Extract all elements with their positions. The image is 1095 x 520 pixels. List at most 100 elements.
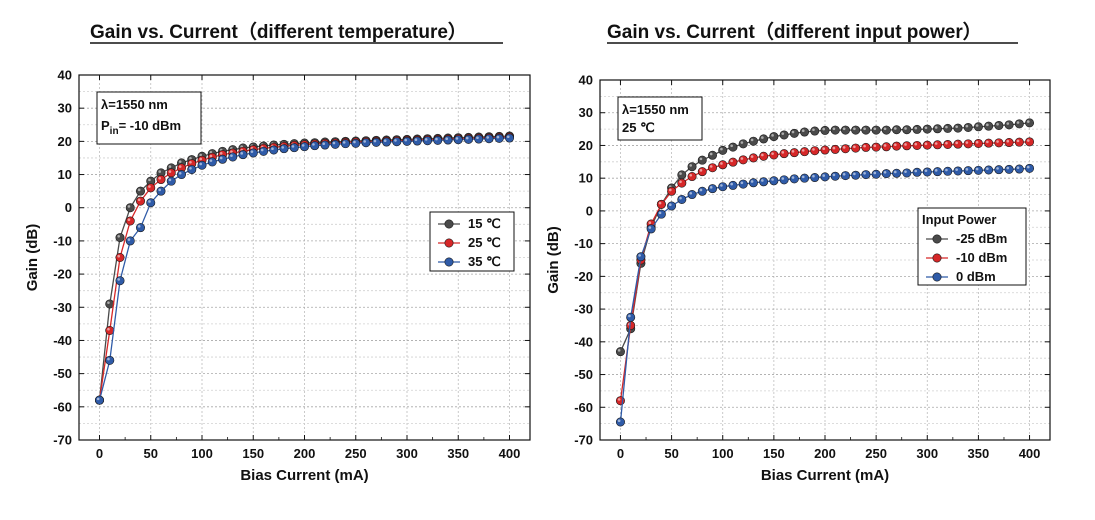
data-point-highlight (893, 170, 897, 174)
data-point-highlight (761, 136, 764, 139)
data-point (861, 142, 871, 152)
data-point-highlight (720, 184, 723, 187)
data-point (1014, 164, 1024, 174)
data-point-highlight (240, 152, 243, 155)
data-point (656, 209, 666, 219)
data-point (840, 125, 850, 135)
data-point (881, 142, 891, 152)
data-point (871, 169, 881, 179)
x-tick-label: 0 (96, 446, 103, 461)
data-point (105, 355, 115, 365)
data-point (718, 160, 728, 170)
data-point-highlight (158, 170, 161, 173)
data-point (953, 139, 963, 149)
legend-frame (429, 211, 515, 272)
data-point-highlight (1016, 139, 1020, 143)
data-point (615, 417, 625, 427)
data-point-highlight (342, 141, 346, 144)
data-point (269, 145, 279, 155)
data-point (820, 125, 830, 135)
data-point-highlight (476, 136, 479, 140)
data-point-highlight (996, 122, 999, 126)
data-point-highlight (832, 173, 836, 177)
data-point (779, 130, 789, 140)
data-point-highlight (924, 126, 928, 130)
data-point (769, 132, 779, 142)
data-point-highlight (893, 143, 897, 147)
data-point-highlight (322, 142, 326, 146)
y-tick-label: -50 (574, 367, 593, 382)
data-point (484, 134, 494, 144)
data-point (687, 162, 697, 172)
data-point-highlight (853, 145, 856, 149)
data-point-highlight (781, 151, 785, 154)
annotation-frame (617, 96, 703, 141)
data-point-highlight (209, 154, 213, 158)
data-point-highlight (230, 154, 233, 157)
data-point (1025, 118, 1035, 128)
data-point (258, 146, 268, 156)
data-point-highlight (801, 175, 805, 179)
data-point (146, 183, 156, 193)
data-point-highlight (955, 168, 958, 171)
data-point (677, 194, 687, 204)
data-point (636, 252, 646, 262)
annotation-box: λ=1550 nm 25 ℃ (617, 96, 703, 141)
data-point-highlight (148, 178, 151, 182)
data-point-highlight (730, 159, 733, 163)
data-point-highlight (842, 146, 846, 149)
data-point-highlight (996, 140, 999, 143)
annotation-frame (96, 91, 202, 145)
data-point-highlight (904, 170, 907, 173)
y-tick-label: 10 (58, 167, 72, 182)
data-point-highlight (904, 143, 907, 146)
data-point-highlight (883, 127, 887, 131)
data-point-highlight (506, 135, 510, 139)
legend-frame (917, 207, 1027, 286)
data-point-highlight (750, 155, 754, 158)
data-point-highlight (771, 178, 774, 181)
data-point (136, 186, 146, 196)
data-point-highlight (435, 137, 438, 141)
data-point-highlight (648, 221, 652, 224)
data-point-highlight (127, 218, 131, 221)
data-point-highlight (720, 147, 723, 151)
data-point-highlight (628, 314, 631, 318)
data-point (871, 142, 881, 152)
data-point (361, 138, 371, 148)
data-point (738, 179, 748, 189)
data-point (800, 147, 810, 157)
data-point-highlight (1016, 166, 1020, 170)
y-tick-label: 0 (65, 200, 72, 215)
data-point (963, 139, 973, 149)
data-point-highlight (914, 169, 918, 173)
data-point-highlight (1016, 121, 1020, 124)
y-axis-label: Gain (dB) (545, 226, 562, 294)
data-point-highlight (178, 160, 182, 163)
data-point (943, 123, 953, 133)
data-point-highlight (904, 127, 907, 130)
data-point-highlight (496, 135, 500, 139)
x-tick-label: 150 (763, 446, 785, 461)
data-point (728, 180, 738, 190)
data-point-highlight (822, 127, 825, 131)
series-3 (615, 163, 1035, 427)
data-point (351, 138, 361, 148)
data-point-highlight (199, 153, 202, 157)
chart-title: Gain vs. Current（different input power） (607, 20, 982, 43)
data-point-highlight (812, 148, 815, 151)
data-point-highlight (873, 171, 877, 175)
data-point (718, 182, 728, 192)
annotation-rest: = -10 dBm (119, 118, 182, 133)
data-point (707, 184, 717, 194)
data-point (963, 166, 973, 176)
data-point (381, 137, 391, 147)
series-3 (95, 133, 514, 405)
data-point-highlight (658, 211, 662, 215)
legend-swatch-marker (444, 238, 454, 248)
data-point (115, 276, 125, 286)
data-point-highlight (699, 188, 703, 192)
data-point-highlight (965, 124, 969, 128)
data-point-highlight (986, 140, 989, 144)
